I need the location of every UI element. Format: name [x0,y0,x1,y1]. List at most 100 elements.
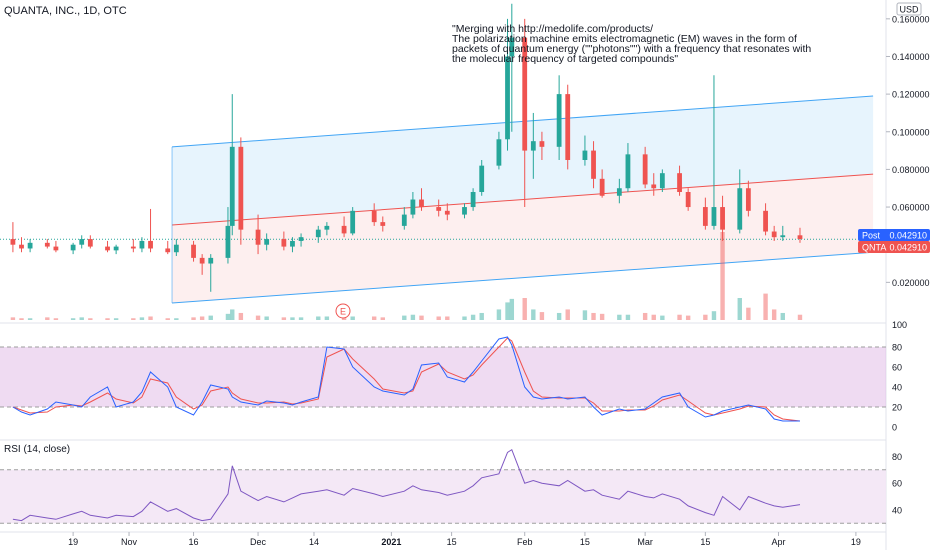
candle-body[interactable] [625,154,631,189]
candle-body[interactable] [496,139,502,166]
candle-body[interactable] [105,246,110,251]
volume-bar [771,309,777,320]
time-tick-label: 19 [68,537,78,547]
candle-body[interactable] [616,188,622,196]
volume-bar [531,309,536,320]
volume-bar [419,315,424,320]
candle-body[interactable] [290,240,295,247]
candle-body[interactable] [677,173,682,192]
candle-body[interactable] [380,222,386,226]
volume-bar [290,317,295,320]
volume-bar [462,316,467,320]
candle-body[interactable] [720,207,725,230]
candle-body[interactable] [410,199,416,215]
rsi-title: RSI (14, close) [4,444,70,455]
candle-body[interactable] [444,210,450,215]
candle-body[interactable] [659,173,665,189]
candle-body[interactable] [27,242,33,249]
candle-body[interactable] [350,210,356,234]
volume-bar [350,316,355,320]
candle-body[interactable] [462,207,467,215]
channel-lower-line[interactable] [172,251,874,304]
candle-body[interactable] [470,192,476,208]
candle-body[interactable] [298,237,304,241]
candle-body[interactable] [591,150,596,179]
candle-body[interactable] [53,246,59,251]
candle-body[interactable] [702,207,708,226]
candle-body[interactable] [530,141,536,151]
candle-body[interactable] [341,225,347,234]
time-tick-label: 16 [189,537,199,547]
candle-body[interactable] [771,231,777,238]
candle-body[interactable] [711,207,717,226]
candle-body[interactable] [264,239,270,245]
candle-body[interactable] [505,56,510,140]
candle-body[interactable] [565,94,571,160]
candle-body[interactable] [113,246,119,251]
post-price-label: Post 0.042910 [858,229,930,241]
candle-body[interactable] [281,239,287,247]
candle-body[interactable] [10,239,16,245]
candle-body[interactable] [238,146,244,230]
candle-body[interactable] [139,240,145,249]
annotation-line: packets of quantum energy (""photons"") … [452,43,811,55]
volume-bar [582,310,588,320]
volume-bar [113,318,119,320]
candle-body[interactable] [148,240,153,249]
stoch-tick-label: 80 [892,343,902,353]
candle-body[interactable] [797,235,803,240]
candle-body[interactable] [225,225,231,258]
stoch-d-line[interactable] [12,337,801,422]
currency-badge[interactable]: USD [896,2,922,16]
candle-body[interactable] [44,242,50,247]
candle-body[interactable] [419,199,424,208]
candle-body[interactable] [651,184,657,189]
volume-bar [174,318,179,320]
candle-body[interactable] [173,244,179,253]
volume-bar [255,315,261,320]
stoch-k-line[interactable] [12,336,800,422]
volume-bar [402,315,407,320]
candle-body[interactable] [208,257,214,264]
candle-body[interactable] [229,146,235,226]
candle-body[interactable] [324,225,330,230]
volume-bar [509,298,515,320]
candle-body[interactable] [255,229,261,245]
candle-body[interactable] [371,210,377,223]
candle-body[interactable] [130,246,136,249]
rsi-tick-label: 40 [892,505,902,515]
candle-body[interactable] [401,214,407,226]
volume-bar [591,312,596,320]
candle-body[interactable] [191,244,196,258]
candle-body[interactable] [780,235,786,238]
candle-body[interactable] [79,239,85,245]
volume-bar [79,317,84,320]
candle-body[interactable] [509,37,515,57]
channel-lower-fill [172,174,874,304]
channel-mid-line[interactable] [172,173,874,226]
candle-body[interactable] [582,150,588,160]
candle-body[interactable] [763,210,768,232]
volume-bar [316,316,321,320]
volume-bar [230,309,235,320]
candle-body[interactable] [479,165,485,192]
rsi-line[interactable] [12,448,801,522]
candle-body[interactable] [70,244,76,251]
candle-body[interactable] [165,248,171,253]
candle-body[interactable] [556,94,562,147]
candle-body[interactable] [436,207,442,211]
candle-body[interactable] [87,239,93,247]
candle-body[interactable] [315,229,321,238]
candle-body[interactable] [642,154,648,185]
candle-body[interactable] [745,188,751,211]
candle-body[interactable] [599,178,605,196]
candle-body[interactable] [522,37,528,151]
candle-body[interactable] [685,192,691,208]
candle-body[interactable] [19,244,24,249]
candle-body[interactable] [737,188,743,230]
earnings-marker[interactable]: E [335,303,351,319]
candle-body[interactable] [199,257,205,264]
candle-body[interactable] [539,141,545,147]
